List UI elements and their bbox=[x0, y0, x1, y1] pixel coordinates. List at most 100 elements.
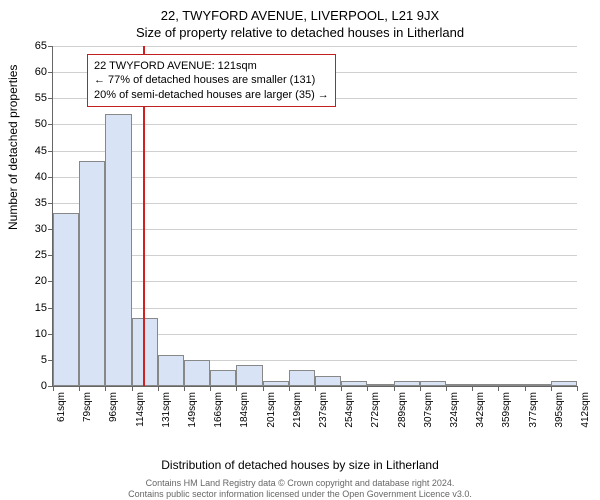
histogram-bar bbox=[498, 384, 524, 386]
x-tick-mark bbox=[132, 386, 133, 391]
y-tick-label: 20 bbox=[35, 275, 47, 287]
x-tick-label: 377sqm bbox=[528, 392, 539, 428]
y-tick-mark bbox=[48, 203, 53, 204]
x-tick-mark bbox=[420, 386, 421, 391]
y-tick-label: 5 bbox=[41, 354, 47, 366]
annotation-line: 20% of semi-detached houses are larger (… bbox=[94, 88, 329, 102]
y-tick-label: 45 bbox=[35, 145, 47, 157]
y-tick-mark bbox=[48, 177, 53, 178]
x-tick-label: 166sqm bbox=[213, 392, 224, 428]
x-tick-mark bbox=[263, 386, 264, 391]
y-tick-mark bbox=[48, 72, 53, 73]
y-tick-mark bbox=[48, 46, 53, 47]
x-tick-label: 395sqm bbox=[554, 392, 565, 428]
y-tick-label: 15 bbox=[35, 302, 47, 314]
x-tick-label: 254sqm bbox=[344, 392, 355, 428]
gridline bbox=[53, 229, 577, 230]
histogram-bar bbox=[79, 161, 105, 386]
x-tick-label: 219sqm bbox=[292, 392, 303, 428]
y-tick-mark bbox=[48, 151, 53, 152]
x-tick-label: 79sqm bbox=[82, 392, 93, 422]
gridline bbox=[53, 177, 577, 178]
x-tick-mark bbox=[53, 386, 54, 391]
gridline bbox=[53, 255, 577, 256]
x-tick-mark bbox=[498, 386, 499, 391]
gridline bbox=[53, 46, 577, 47]
x-tick-mark bbox=[105, 386, 106, 391]
x-tick-mark bbox=[315, 386, 316, 391]
footer-line1: Contains HM Land Registry data © Crown c… bbox=[0, 478, 600, 489]
x-tick-mark bbox=[394, 386, 395, 391]
x-tick-mark bbox=[236, 386, 237, 391]
x-axis-label: Distribution of detached houses by size … bbox=[0, 458, 600, 472]
histogram-bar bbox=[446, 384, 472, 386]
x-tick-mark bbox=[577, 386, 578, 391]
histogram-bar bbox=[289, 370, 315, 386]
y-tick-label: 65 bbox=[35, 40, 47, 52]
annotation-line: ← 77% of detached houses are smaller (13… bbox=[94, 73, 329, 87]
x-tick-label: 201sqm bbox=[266, 392, 277, 428]
histogram-bar bbox=[394, 381, 420, 386]
x-tick-label: 149sqm bbox=[187, 392, 198, 428]
x-tick-mark bbox=[158, 386, 159, 391]
histogram-bar bbox=[53, 213, 79, 386]
page-title-description: Size of property relative to detached ho… bbox=[0, 23, 600, 40]
histogram-bar bbox=[105, 114, 131, 386]
histogram-bar bbox=[420, 381, 446, 386]
x-tick-mark bbox=[289, 386, 290, 391]
y-tick-mark bbox=[48, 98, 53, 99]
x-tick-mark bbox=[446, 386, 447, 391]
y-tick-label: 35 bbox=[35, 197, 47, 209]
histogram-bar bbox=[158, 355, 184, 386]
y-tick-mark bbox=[48, 124, 53, 125]
plot-area: 0510152025303540455055606561sqm79sqm96sq… bbox=[52, 46, 577, 387]
x-tick-mark bbox=[525, 386, 526, 391]
chart-container: 0510152025303540455055606561sqm79sqm96sq… bbox=[52, 46, 576, 416]
y-tick-label: 40 bbox=[35, 171, 47, 183]
y-tick-label: 30 bbox=[35, 223, 47, 235]
x-tick-label: 96sqm bbox=[108, 392, 119, 422]
gridline bbox=[53, 124, 577, 125]
x-tick-mark bbox=[367, 386, 368, 391]
x-tick-mark bbox=[341, 386, 342, 391]
x-tick-label: 412sqm bbox=[580, 392, 591, 428]
page-title-address: 22, TWYFORD AVENUE, LIVERPOOL, L21 9JX bbox=[0, 0, 600, 23]
y-tick-label: 60 bbox=[35, 66, 47, 78]
histogram-bar bbox=[341, 381, 367, 386]
y-tick-label: 25 bbox=[35, 249, 47, 261]
y-tick-label: 55 bbox=[35, 92, 47, 104]
histogram-bar bbox=[367, 384, 393, 386]
x-tick-label: 114sqm bbox=[135, 392, 146, 427]
y-tick-label: 10 bbox=[35, 328, 47, 340]
histogram-bar bbox=[210, 370, 236, 386]
x-tick-mark bbox=[210, 386, 211, 391]
histogram-bar bbox=[315, 376, 341, 386]
x-tick-label: 131sqm bbox=[161, 392, 172, 428]
histogram-bar bbox=[525, 384, 551, 386]
histogram-bar bbox=[263, 381, 289, 386]
x-tick-label: 61sqm bbox=[56, 392, 67, 422]
x-tick-label: 307sqm bbox=[423, 392, 434, 428]
x-tick-label: 342sqm bbox=[475, 392, 486, 428]
gridline bbox=[53, 203, 577, 204]
x-tick-label: 237sqm bbox=[318, 392, 329, 428]
x-tick-mark bbox=[472, 386, 473, 391]
footer-line2: Contains public sector information licen… bbox=[0, 489, 600, 500]
x-tick-mark bbox=[551, 386, 552, 391]
footer-attribution: Contains HM Land Registry data © Crown c… bbox=[0, 478, 600, 500]
y-axis-label: Number of detached properties bbox=[6, 65, 20, 230]
histogram-bar bbox=[184, 360, 210, 386]
x-tick-label: 272sqm bbox=[370, 392, 381, 428]
histogram-bar bbox=[551, 381, 577, 386]
gridline bbox=[53, 308, 577, 309]
x-tick-mark bbox=[184, 386, 185, 391]
annotation-box: 22 TWYFORD AVENUE: 121sqm← 77% of detach… bbox=[87, 54, 336, 107]
x-tick-label: 324sqm bbox=[449, 392, 460, 428]
y-tick-label: 0 bbox=[41, 380, 47, 392]
y-tick-label: 50 bbox=[35, 118, 47, 130]
histogram-bar bbox=[236, 365, 262, 386]
x-tick-label: 359sqm bbox=[501, 392, 512, 428]
gridline bbox=[53, 281, 577, 282]
annotation-line: 22 TWYFORD AVENUE: 121sqm bbox=[94, 59, 329, 73]
x-tick-label: 184sqm bbox=[239, 392, 250, 428]
